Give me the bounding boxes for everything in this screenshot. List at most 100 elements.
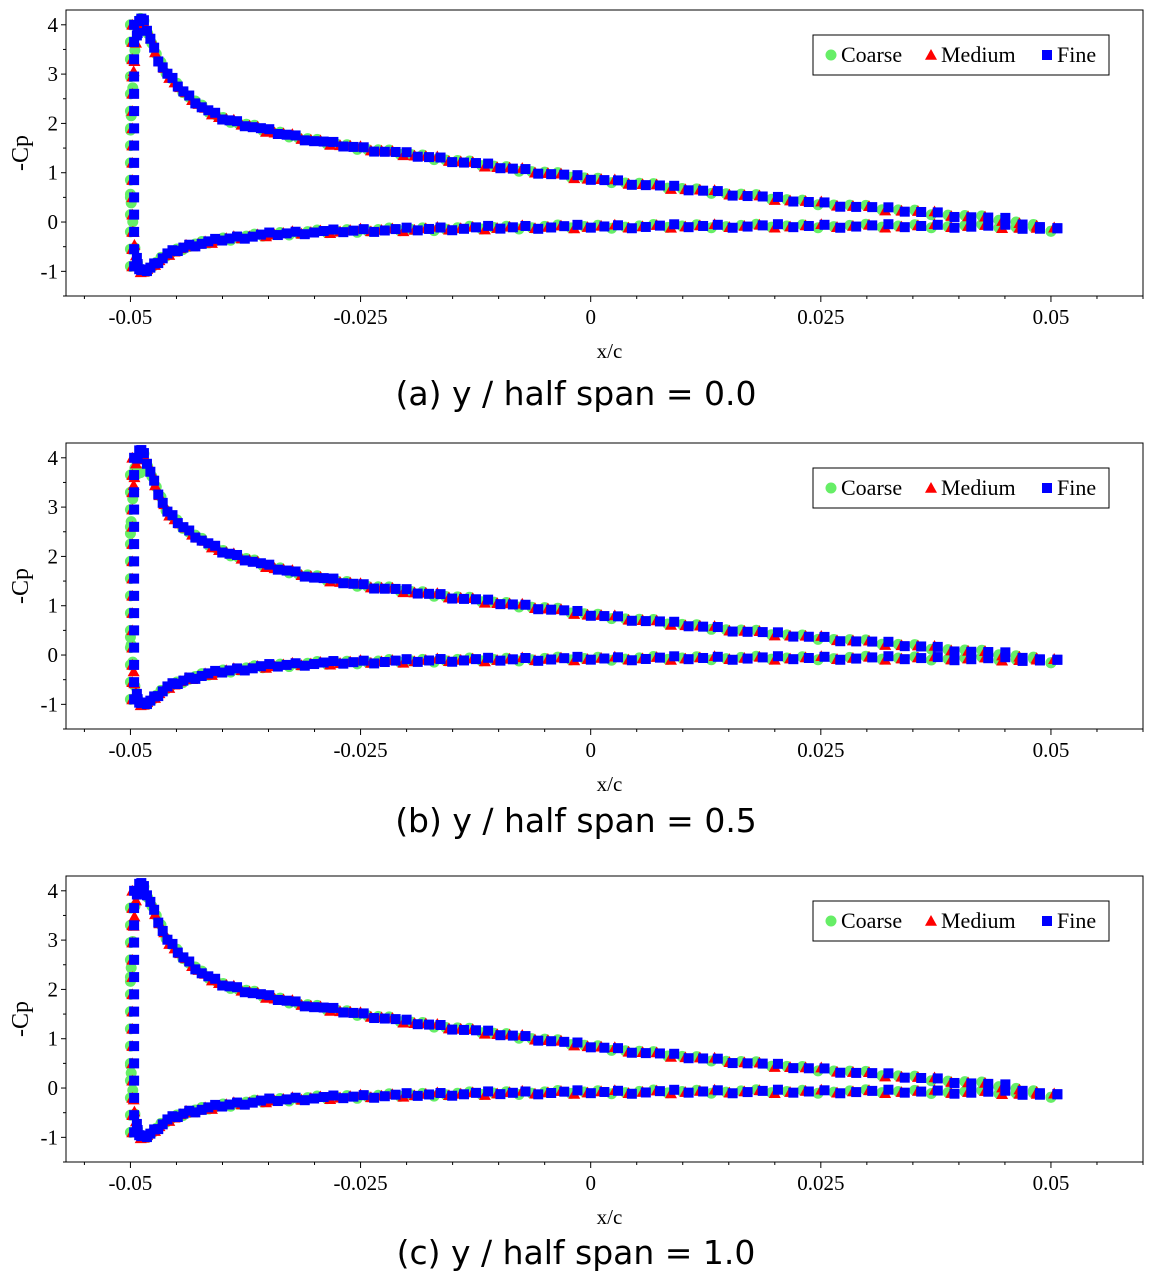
data-point-fine bbox=[1052, 223, 1063, 234]
data-point-fine bbox=[742, 653, 753, 664]
data-point-fine bbox=[264, 990, 275, 1001]
data-point-fine bbox=[412, 1090, 423, 1101]
data-point-fine bbox=[131, 252, 142, 263]
data-point-fine bbox=[932, 1085, 943, 1096]
data-point-fine bbox=[190, 98, 201, 109]
data-point-fine bbox=[520, 653, 531, 664]
data-point-fine bbox=[669, 616, 680, 627]
data-point-fine bbox=[167, 938, 178, 949]
data-point-fine bbox=[727, 1058, 738, 1069]
data-point-fine bbox=[129, 71, 140, 82]
data-point-fine bbox=[1034, 1089, 1045, 1100]
data-point-fine bbox=[626, 1047, 637, 1058]
data-point-fine bbox=[149, 475, 160, 486]
y-tick-label: 0 bbox=[48, 210, 59, 234]
y-tick-label: -1 bbox=[41, 692, 59, 716]
plot-frame bbox=[65, 9, 1144, 297]
data-point-fine bbox=[932, 641, 943, 652]
data-point-fine bbox=[129, 157, 140, 168]
data-point-fine bbox=[138, 881, 149, 892]
data-point-fine bbox=[533, 168, 544, 179]
data-point-fine bbox=[507, 1087, 518, 1098]
data-point-fine bbox=[129, 54, 140, 65]
data-point-fine bbox=[899, 222, 910, 233]
x-tick-label: 0.025 bbox=[797, 305, 844, 329]
data-point-fine bbox=[172, 947, 183, 958]
y-tick-label: 1 bbox=[48, 1027, 59, 1051]
data-point-fine bbox=[129, 1041, 140, 1052]
data-point-fine bbox=[299, 229, 310, 240]
x-tick-label: -0.05 bbox=[109, 305, 153, 329]
data-point-fine bbox=[983, 647, 994, 658]
data-point-fine bbox=[309, 1002, 320, 1013]
data-point-fine bbox=[281, 659, 292, 670]
data-point-fine bbox=[217, 235, 228, 246]
data-point-fine bbox=[435, 1020, 446, 1031]
data-point-fine bbox=[412, 588, 423, 599]
data-point-fine bbox=[129, 209, 140, 220]
data-point-fine bbox=[949, 655, 960, 666]
data-point-fine bbox=[835, 1088, 846, 1099]
data-point-fine bbox=[272, 661, 283, 672]
data-point-fine bbox=[495, 1030, 506, 1041]
data-point-fine bbox=[210, 1099, 221, 1110]
data-point-fine bbox=[1017, 655, 1028, 666]
data-point-fine bbox=[203, 236, 214, 247]
data-point-fine bbox=[129, 1127, 140, 1138]
data-point-fine bbox=[654, 652, 665, 663]
data-point-fine bbox=[129, 140, 140, 151]
data-point-fine bbox=[966, 1078, 977, 1089]
data-point-fine bbox=[867, 1068, 878, 1079]
data-point-fine bbox=[138, 448, 149, 459]
legend-box bbox=[812, 900, 1110, 942]
data-point-fine bbox=[379, 1013, 390, 1024]
data-point-fine bbox=[255, 989, 266, 1000]
data-point-fine bbox=[507, 654, 518, 665]
data-point-fine bbox=[379, 225, 390, 236]
data-point-fine bbox=[683, 621, 694, 632]
data-point-fine bbox=[178, 675, 189, 686]
data-point-fine bbox=[141, 25, 152, 36]
data-point-fine bbox=[167, 72, 178, 83]
data-point-fine bbox=[559, 169, 570, 180]
data-point-fine bbox=[129, 106, 140, 117]
data-point-fine bbox=[916, 1086, 927, 1097]
data-point-fine bbox=[559, 605, 570, 616]
data-point-fine bbox=[424, 1019, 435, 1030]
data-point-fine bbox=[338, 1093, 349, 1104]
data-point-fine bbox=[358, 579, 369, 590]
x-tick-label: -0.05 bbox=[109, 1171, 153, 1195]
data-point-fine bbox=[483, 594, 494, 605]
y-tick-label: 1 bbox=[48, 161, 59, 185]
data-point-fine bbox=[435, 222, 446, 233]
data-point-fine bbox=[424, 1089, 435, 1100]
data-point-fine bbox=[412, 1019, 423, 1030]
data-point-fine bbox=[369, 226, 380, 237]
data-point-fine bbox=[572, 1085, 583, 1096]
data-point-fine bbox=[949, 222, 960, 233]
data-point-fine bbox=[1000, 219, 1011, 230]
data-point-fine bbox=[369, 583, 380, 594]
data-point-fine bbox=[290, 566, 301, 577]
legend-label-fine: Fine bbox=[1057, 42, 1096, 67]
data-point-fine bbox=[712, 186, 723, 197]
data-point-fine bbox=[966, 654, 977, 665]
data-point-fine bbox=[129, 175, 140, 186]
data-point-fine bbox=[210, 665, 221, 676]
legend-label-fine: Fine bbox=[1057, 475, 1096, 500]
data-point-fine bbox=[559, 653, 570, 664]
data-point-fine bbox=[369, 1092, 380, 1103]
data-point-medium bbox=[127, 665, 140, 677]
data-point-fine bbox=[129, 989, 140, 1000]
data-point-fine bbox=[458, 1024, 469, 1035]
data-point-fine bbox=[654, 1086, 665, 1097]
data-point-fine bbox=[232, 116, 243, 127]
data-point-fine bbox=[867, 1085, 878, 1096]
data-point-fine bbox=[698, 1053, 709, 1064]
data-point-fine bbox=[129, 677, 140, 688]
data-point-fine bbox=[153, 489, 164, 500]
data-point-fine bbox=[184, 672, 195, 683]
data-point-fine bbox=[572, 651, 583, 662]
x-tick-label: -0.025 bbox=[333, 305, 387, 329]
data-point-fine bbox=[149, 42, 160, 53]
